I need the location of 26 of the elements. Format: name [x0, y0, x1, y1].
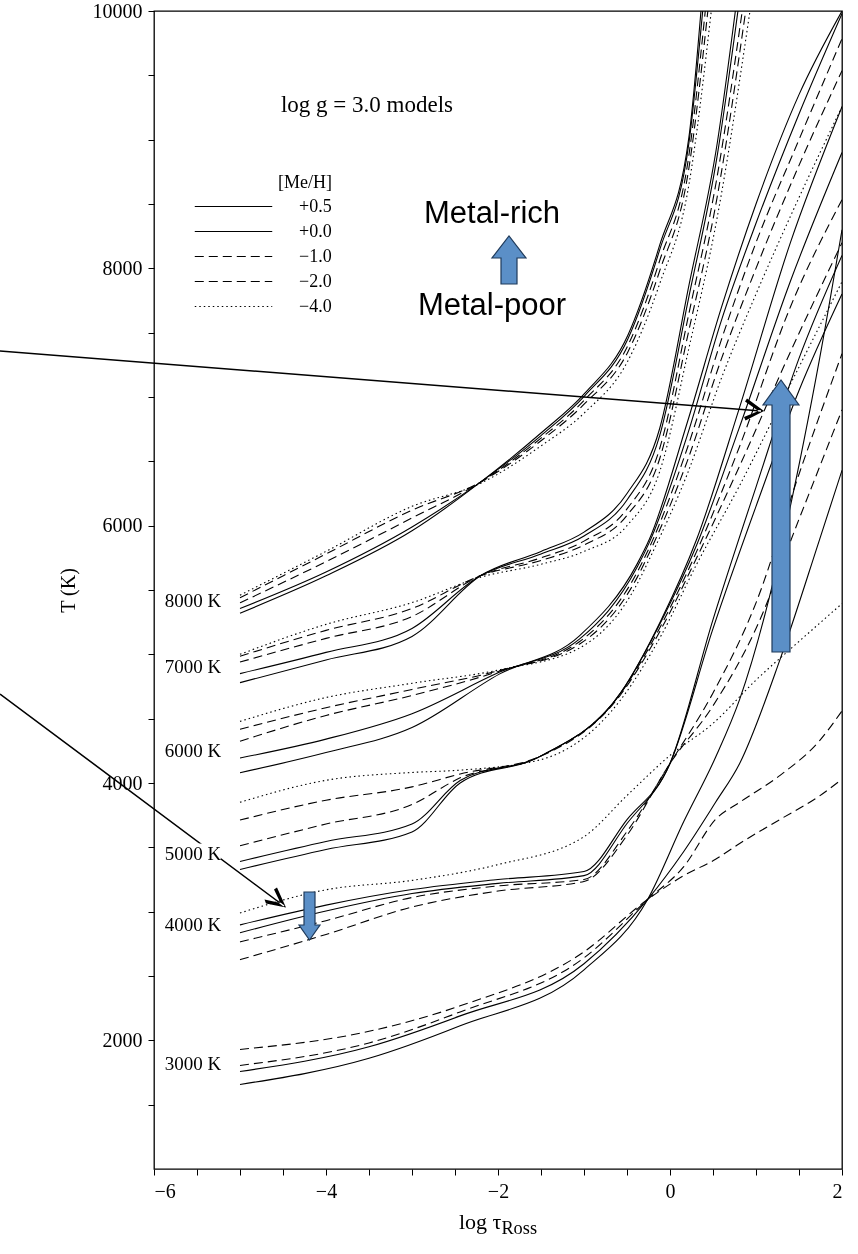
y-tick-label: 10000 [92, 0, 143, 22]
legend-label: −1.0 [299, 245, 332, 266]
x-tick-label: 0 [665, 1179, 676, 1202]
annotation: Metal-poor [417, 286, 567, 323]
legend-label: +0.5 [299, 195, 332, 216]
annotation: 4000 K [164, 913, 222, 936]
annotation: 8000 K [164, 589, 222, 612]
annotation: 7000 K [164, 655, 222, 678]
x-tick-label: −2 [487, 1179, 510, 1202]
annotation: 3000 K [164, 1052, 222, 1075]
y-axis-title: T (K) [56, 568, 80, 613]
annotation: Metal-rich [423, 194, 561, 231]
y-tick-label: 6000 [102, 514, 143, 537]
y-tick-label: 8000 [102, 256, 143, 279]
x-tick-label: −4 [315, 1179, 338, 1202]
legend-title: [Me/H] [278, 172, 332, 192]
annotation: log g = 3.0 models [280, 92, 454, 118]
legend-label: +0.0 [299, 220, 332, 241]
legend-label: −2.0 [299, 270, 332, 291]
annotation: 5000 K [164, 842, 222, 865]
annotation: 6000 K [164, 739, 222, 762]
x-tick-label: 2 [832, 1179, 843, 1202]
x-axis-title: log τ$_{Ross}$ [458, 1208, 538, 1239]
y-tick-label: 2000 [102, 1028, 143, 1051]
x-tick-label: −6 [154, 1179, 176, 1202]
legend-label: −4.0 [299, 295, 332, 316]
